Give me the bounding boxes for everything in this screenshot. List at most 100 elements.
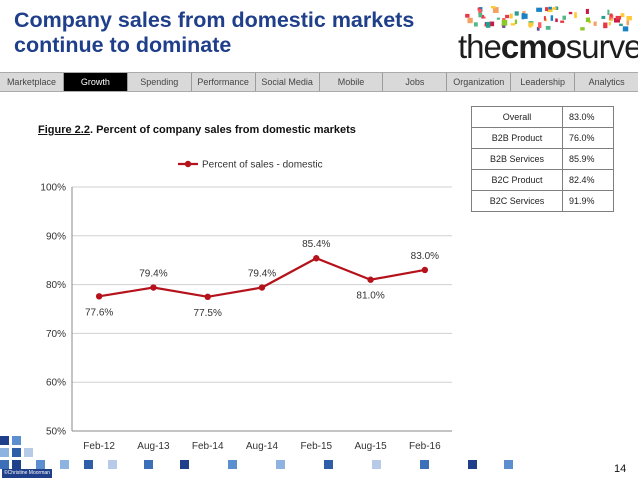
data-point	[258, 284, 266, 291]
decorative-square	[372, 460, 381, 469]
slide-title: Company sales from domestic markets cont…	[14, 8, 454, 58]
x-tick-label: Feb-16	[409, 441, 441, 452]
confetti-piece	[502, 18, 506, 21]
summary-label: B2C Product	[471, 169, 563, 191]
decorative-square	[504, 460, 513, 469]
nav-item-marketplace[interactable]: Marketplace	[0, 73, 64, 91]
confetti-piece	[505, 14, 510, 19]
y-tick-label: 80%	[46, 280, 66, 291]
data-point	[95, 293, 103, 300]
summary-value: 83.0%	[562, 106, 614, 128]
data-label: 77.6%	[85, 307, 113, 318]
decorative-square	[12, 448, 21, 457]
confetti-piece	[560, 20, 565, 23]
nav-item-social-media[interactable]: Social Media	[256, 73, 320, 91]
summary-row: B2B Services 85.9%	[471, 148, 614, 170]
confetti-piece	[620, 13, 625, 18]
legend-label: Percent of sales - domestic	[202, 160, 323, 171]
summary-row: B2C Product 82.4%	[471, 169, 614, 191]
confetti-piece	[593, 21, 597, 26]
decorative-squares	[0, 436, 638, 479]
confetti-piece	[626, 20, 630, 26]
confetti-piece	[514, 19, 518, 25]
decorative-square	[60, 460, 69, 469]
nav-item-mobile[interactable]: Mobile	[320, 73, 384, 91]
confetti-piece	[615, 15, 622, 20]
summary-value: 85.9%	[562, 148, 614, 170]
summary-row: B2C Services 91.9%	[471, 190, 614, 212]
nav-item-jobs[interactable]: Jobs	[383, 73, 448, 91]
confetti-piece	[509, 13, 513, 19]
decorative-square	[468, 460, 477, 469]
y-tick-label: 50%	[46, 427, 66, 438]
confetti-piece	[545, 7, 549, 12]
decorative-square	[12, 460, 21, 469]
nav-item-analytics[interactable]: Analytics	[588, 77, 625, 87]
nav-item-growth[interactable]: Growth	[63, 73, 128, 91]
confetti-piece	[477, 7, 481, 11]
confetti-piece	[510, 23, 516, 26]
y-tick-label: 60%	[46, 378, 66, 389]
confetti-piece	[601, 15, 606, 19]
summary-label: B2C Services	[471, 190, 563, 212]
confetti-piece	[622, 26, 629, 32]
confetti-piece	[514, 11, 519, 16]
x-tick-label: Aug-15	[354, 441, 387, 452]
confetti-piece	[490, 6, 496, 9]
data-label: 79.4%	[139, 269, 167, 280]
x-tick-label: Feb-12	[83, 441, 115, 452]
nav-item-spending[interactable]: Spending	[128, 73, 192, 91]
confetti-piece	[489, 21, 495, 27]
confetti-piece	[608, 21, 611, 26]
confetti-piece	[607, 9, 610, 16]
nav-item-performance[interactable]: Performance	[192, 73, 256, 91]
decorative-square	[0, 448, 9, 457]
decorative-square	[228, 460, 237, 469]
summary-value: 91.9%	[562, 190, 614, 212]
nav-item-leadership[interactable]: Leadership	[511, 73, 576, 91]
confetti-piece	[609, 13, 613, 17]
copyright-label: ©Christine Moorman	[2, 469, 52, 478]
data-label: 85.4%	[302, 239, 330, 250]
x-tick-label: Feb-14	[192, 441, 224, 452]
confetti-piece	[538, 22, 542, 28]
confetti-piece	[492, 7, 499, 13]
nav-item-organization[interactable]: Organization	[447, 73, 512, 91]
decorative-square	[420, 460, 429, 469]
data-point	[204, 293, 211, 300]
summary-value: 76.0%	[562, 127, 614, 149]
data-point	[150, 284, 157, 291]
decorative-square	[24, 448, 33, 457]
logo-part-cmo: cmo	[500, 28, 567, 65]
data-label: 81.0%	[356, 291, 384, 302]
logo-confetti	[465, 6, 632, 32]
decorative-square	[84, 460, 93, 469]
confetti-piece	[481, 14, 485, 19]
data-label: 79.4%	[248, 269, 276, 280]
confetti-piece	[485, 21, 491, 28]
confetti-piece	[562, 15, 566, 20]
confetti-piece	[501, 19, 508, 26]
decorative-square	[108, 460, 117, 469]
decorative-square	[144, 460, 153, 469]
data-point	[367, 276, 374, 283]
data-point	[313, 255, 320, 262]
figure-title: Figure 2.2. Percent of company sales fro…	[38, 124, 356, 136]
confetti-piece	[536, 7, 543, 12]
confetti-piece	[521, 13, 528, 19]
confetti-piece	[574, 12, 577, 19]
confetti-piece	[555, 18, 558, 23]
confetti-piece	[610, 18, 613, 22]
summary-table: Overall 83.0% B2B Product 76.0% B2B Serv…	[471, 106, 614, 212]
confetti-piece	[585, 17, 590, 23]
y-tick-label: 100%	[40, 183, 66, 194]
figure-caption: . Percent of company sales from domestic…	[89, 124, 356, 136]
confetti-piece	[496, 17, 501, 20]
slide-title-line-1: Company sales from domestic markets	[14, 8, 415, 32]
confetti-piece	[554, 6, 559, 10]
confetti-piece	[552, 7, 557, 10]
confetti-piece	[548, 6, 552, 10]
summary-label: B2B Services	[471, 148, 563, 170]
data-label: 83.0%	[411, 251, 439, 262]
y-tick-label: 90%	[46, 231, 66, 242]
